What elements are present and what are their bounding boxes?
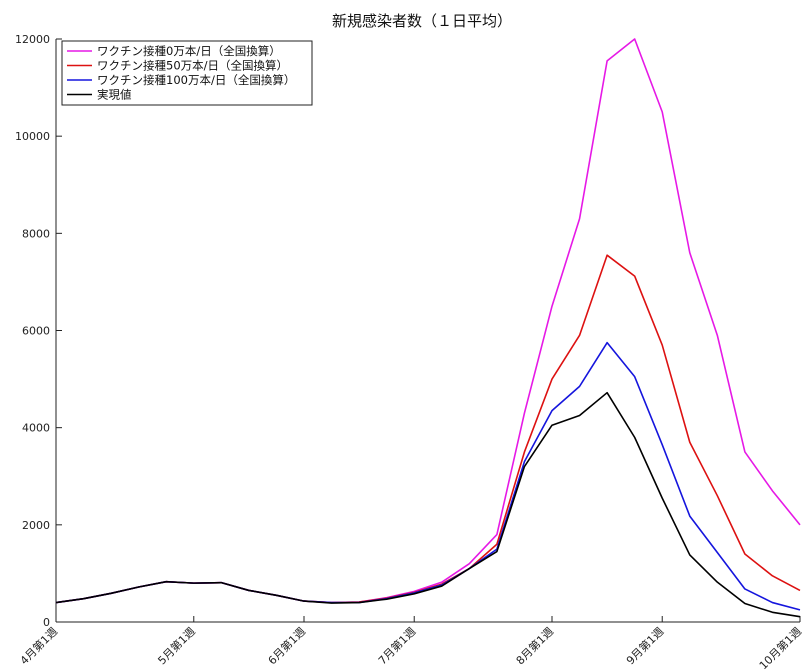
y-tick-label: 8000 [22, 227, 50, 240]
x-tick-label: 5月第1週 [155, 624, 198, 667]
axes: 0 2000 4000 6000 8000 10000 12000 4月第1週 5月第1週 6月第… [15, 33, 804, 672]
y-tick-label: 6000 [22, 325, 50, 338]
x-tick-label: 9月第1週 [623, 624, 666, 667]
y-tick-label: 0 [43, 616, 50, 629]
legend-label: ワクチン接種0万本/日（全国換算） [97, 44, 281, 58]
legend-label: 実現値 [97, 88, 132, 102]
legend: ワクチン接種0万本/日（全国換算）ワクチン接種50万本/日（全国換算）ワクチン接… [61, 40, 313, 106]
x-tick-label: 6月第1週 [265, 624, 308, 667]
legend-label: ワクチン接種100万本/日（全国換算） [97, 73, 295, 87]
y-tick-label: 10000 [15, 130, 50, 143]
legend-label: ワクチン接種50万本/日（全国換算） [97, 59, 288, 73]
x-tick-label: 4月第1週 [17, 624, 60, 667]
legend-box [61, 40, 313, 106]
series-line-1 [55, 38, 801, 604]
series-line-3 [55, 341, 801, 611]
y-tick-label: 4000 [22, 422, 50, 435]
chart-title: 新規感染者数（１日平均） [332, 12, 512, 30]
x-tick-label: 7月第1週 [375, 624, 418, 667]
x-tick-label: 10月第1週 [756, 624, 804, 672]
x-tick-label: 8月第1週 [513, 624, 556, 667]
series-lines [55, 38, 801, 618]
y-tick-label: 2000 [22, 519, 50, 532]
series-line-4 [55, 391, 801, 618]
y-tick-label: 12000 [15, 33, 50, 46]
